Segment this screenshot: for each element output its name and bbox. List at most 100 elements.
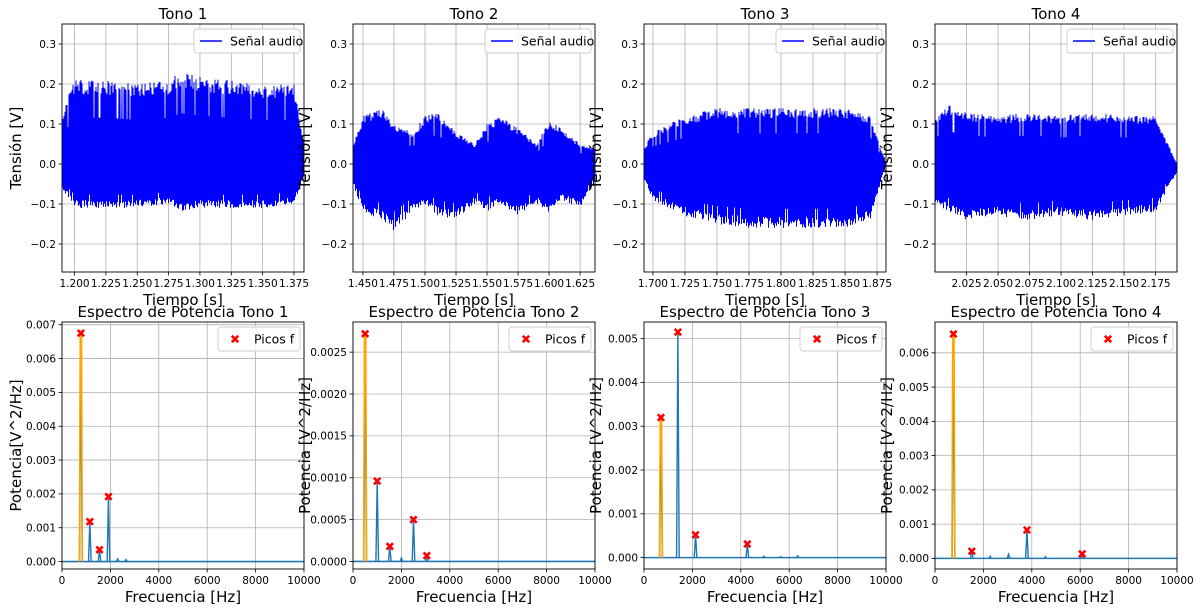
y-tick-label: 0.1 [39, 119, 56, 131]
x-tick-label: 2.175 [1141, 278, 1171, 290]
y-tick-label: 0.0 [621, 159, 638, 171]
spectrum-peak [375, 481, 380, 562]
x-tick-label: 1.775 [734, 278, 764, 290]
peak-marker [360, 329, 370, 338]
subplot-5: 0 2000 4000 6000 8000 10000 0.000 0.001 0.002 0.0… [7, 303, 321, 606]
x-tick-label: 2000 [679, 575, 706, 587]
y-axis-label: Potencia [V^2/Hz] [878, 377, 896, 514]
y-axis-label: Tensión [V] [7, 107, 25, 191]
y-tick-label: 0.0005 [310, 514, 347, 526]
x-axis-label: Frecuencia [Hz] [125, 588, 241, 606]
y-tick-label: 0.004 [608, 377, 638, 389]
legend: Picos f [799, 326, 883, 352]
x-axis-label: Frecuencia [Hz] [998, 588, 1114, 606]
y-tick-label: 0.005 [899, 382, 929, 394]
x-tick-label: 1.575 [503, 278, 533, 290]
y-tick-label: 0.002 [899, 485, 929, 497]
legend-box [1066, 28, 1174, 54]
x-tick-label: 6000 [776, 575, 803, 587]
subplot-8: 0 2000 4000 6000 8000 10000 0.000 0.001 0.002 0.0… [878, 303, 1194, 606]
y-axis-label: Potencia[V^2/Hz] [7, 379, 25, 511]
y-tick-label: 0.2 [330, 79, 347, 91]
x-tick-label: 1.600 [534, 278, 564, 290]
y-tick-label: 0.0 [39, 159, 56, 171]
x-tick-label: 0 [932, 575, 939, 587]
y-tick-label: 0.004 [26, 421, 56, 433]
y-tick-label: 0.3 [330, 39, 347, 51]
x-tick-label: 1.275 [154, 278, 184, 290]
axes-frame [643, 23, 887, 273]
y-tick-label: 0.2 [39, 79, 56, 91]
y-tick-label: 0.005 [26, 387, 56, 399]
x-tick-label: 2.050 [983, 278, 1013, 290]
y-tick-label: 0.001 [26, 523, 56, 535]
x-tick-label: 0 [59, 575, 66, 587]
peak-marker [1022, 525, 1032, 535]
legend-box [799, 326, 883, 352]
legend-label: Picos f [254, 332, 295, 347]
x-tick-label: 2000 [970, 575, 997, 587]
y-tick-label: 0.0 [330, 159, 347, 171]
x-tick-label: 10000 [869, 575, 902, 587]
spectrum-peak [106, 496, 111, 562]
y-tick-label: 0.0025 [310, 347, 347, 359]
y-axis-label: Tensión [V] [587, 107, 605, 191]
legend-marker-swatch [521, 334, 531, 344]
plot-area [353, 332, 595, 563]
plot-area [935, 105, 1177, 220]
peak-marker [76, 329, 85, 338]
legend: Señal audio [1066, 28, 1176, 54]
subplot-title: Espectro de Potencia Tono 3 [660, 303, 871, 321]
x-tick-label: 2000 [388, 575, 415, 587]
y-tick-label: −0.2 [613, 239, 639, 251]
legend: Picos f [1090, 326, 1174, 352]
y-tick-label: 0.007 [26, 320, 56, 332]
x-tick-label: 1.850 [830, 278, 860, 290]
signal-core [644, 133, 886, 209]
subplot-6: 0 2000 4000 6000 8000 10000 0.0000 0.0005 0.0010… [296, 303, 612, 606]
x-tick-label: 2000 [97, 575, 124, 587]
x-tick-label: 1.225 [91, 278, 121, 290]
y-axis-label: Potencia [V^2/Hz] [587, 377, 605, 514]
x-tick-label: 2.100 [1046, 278, 1076, 290]
peak-marker [409, 515, 418, 524]
legend-label: Picos f [545, 332, 586, 347]
subplot-title: Espectro de Potencia Tono 4 [951, 303, 1162, 321]
y-tick-label: 0.006 [899, 348, 929, 360]
x-tick-label: 1.875 [862, 278, 892, 290]
legend-marker-swatch [1103, 334, 1113, 344]
peak-marker [1078, 549, 1087, 559]
legend: Picos f [508, 326, 592, 352]
x-tick-label: 1.750 [702, 278, 732, 290]
legend-box [217, 326, 301, 352]
plot-area [644, 332, 886, 559]
plot-area [62, 332, 304, 563]
legend-label: Picos f [1127, 332, 1168, 347]
y-tick-label: 0.006 [26, 353, 56, 365]
plot-area [353, 110, 595, 231]
x-tick-label: 1.250 [122, 278, 152, 290]
subplot-title: Espectro de Potencia Tono 2 [369, 303, 580, 321]
peak-marker [373, 476, 382, 486]
plot-area [644, 108, 886, 228]
x-tick-label: 8000 [533, 575, 560, 587]
x-tick-label: 1.725 [670, 278, 700, 290]
subplot-title: Tono 4 [1031, 5, 1081, 23]
y-tick-label: −0.1 [322, 199, 348, 211]
y-tick-label: 0.000 [26, 556, 56, 568]
x-tick-label: 10000 [1160, 575, 1193, 587]
y-tick-label: 0.004 [899, 416, 929, 428]
spectrum-peak [115, 557, 120, 562]
y-tick-label: 0.2 [912, 79, 929, 91]
subplot-title: Espectro de Potencia Tono 1 [78, 303, 289, 321]
x-axis-label: Tiempo [s] [724, 291, 805, 309]
x-tick-label: 6000 [485, 575, 512, 587]
subplot-title: Tono 3 [740, 5, 790, 23]
axes-frame [61, 321, 305, 570]
y-tick-label: 0.000 [608, 552, 638, 564]
peak-marker [422, 551, 431, 560]
y-tick-label: 0.002 [26, 489, 56, 501]
x-tick-label: 1.550 [472, 278, 502, 290]
subplot-4: 2.025 2.050 2.075 2.100 2.125 2.150 2.175 −0.2 −… [878, 5, 1178, 309]
